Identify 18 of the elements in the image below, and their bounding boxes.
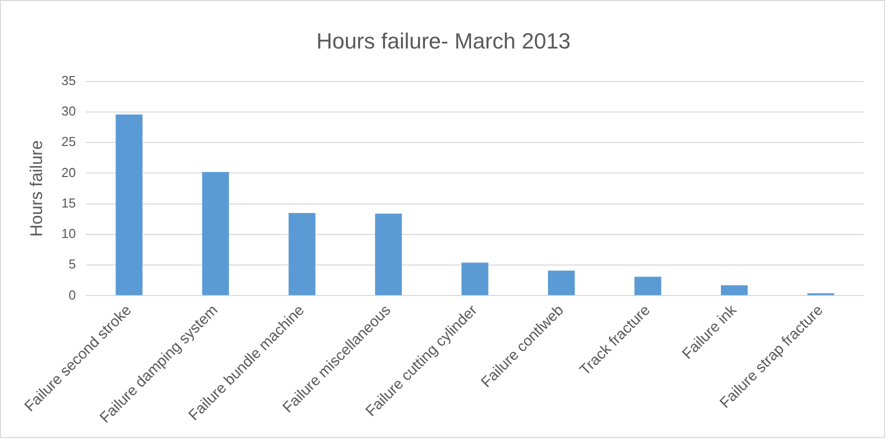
y-tick-label: 0 (68, 287, 76, 302)
bar (375, 214, 402, 296)
bar (634, 276, 662, 296)
y-tick-label: 15 (61, 195, 76, 210)
chart-title: Hours failure- March 2013 (316, 28, 571, 54)
y-tick-label: 5 (68, 256, 76, 272)
bar (288, 213, 316, 296)
y-axis-title: Hours failure (26, 140, 46, 237)
bar (720, 285, 748, 296)
bar (462, 262, 488, 296)
y-tick-label: 30 (61, 104, 76, 119)
y-tick-label: 35 (61, 72, 76, 88)
y-tick-label: 20 (61, 164, 76, 180)
bar (202, 172, 229, 296)
y-tick-label: 10 (61, 226, 76, 242)
bar (116, 114, 142, 296)
y-tick-label: 25 (61, 134, 76, 150)
bar (548, 270, 575, 296)
